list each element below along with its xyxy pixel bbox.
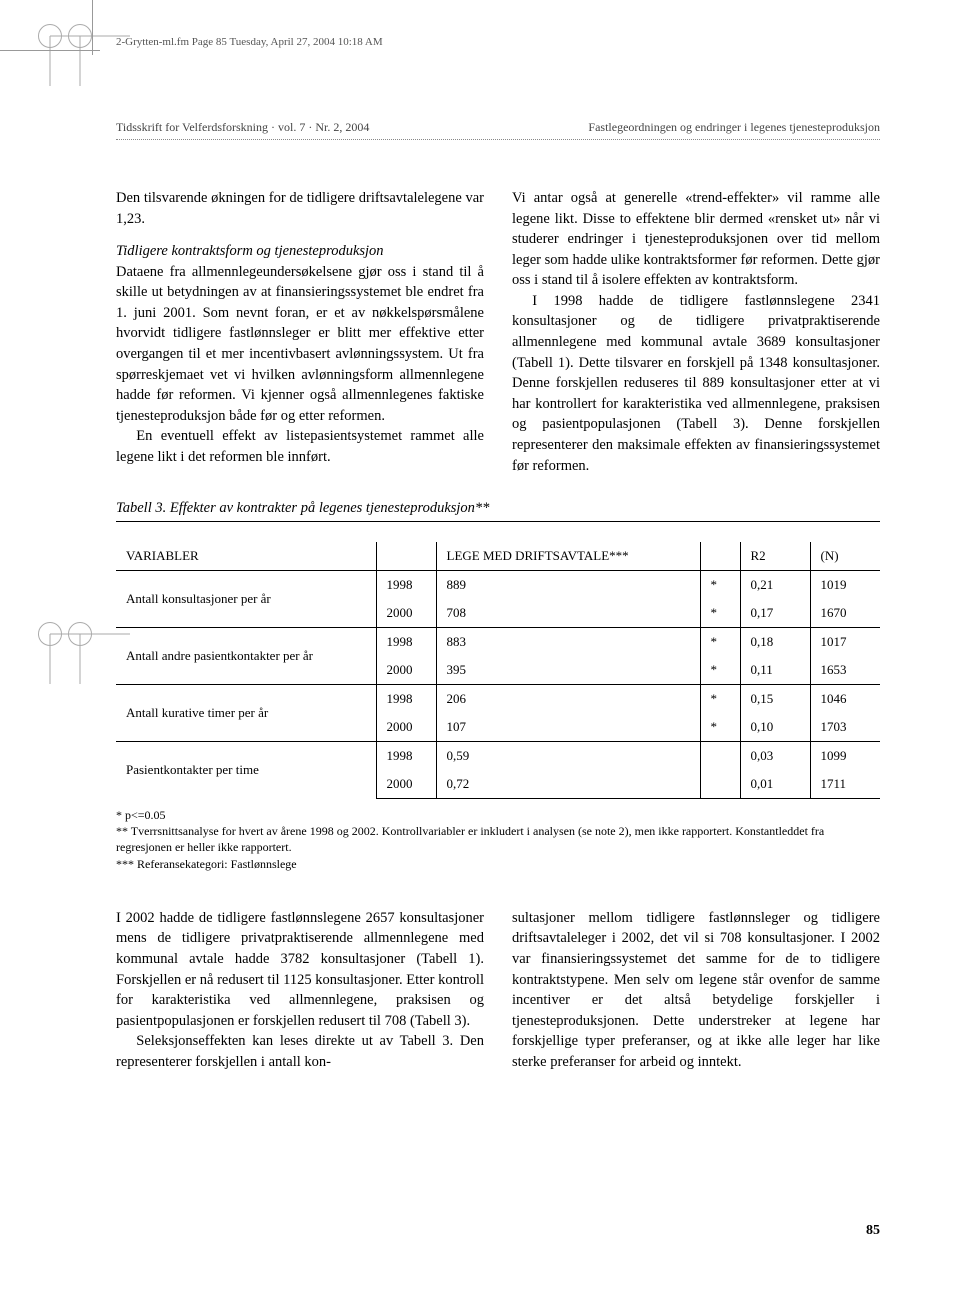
paragraph: En eventuell effekt av listepasientsyste… [116,426,484,467]
table-note: *** Referansekategori: Fastlønnslege [116,856,880,872]
text-block-1: Den tilsvarende økningen for de tidliger… [116,188,880,476]
text-block-2: I 2002 hadde de tidligere fastlønnslegen… [116,908,880,1073]
table-cell: 0,11 [740,656,810,685]
table-cell: 1998 [376,742,436,771]
table-cell: * [700,685,740,714]
page-number: 85 [866,1223,880,1239]
table-header: (N) [810,542,880,571]
table-cell: 2000 [376,770,436,799]
table-cell: 1711 [810,770,880,799]
table-cell: 1998 [376,628,436,657]
table-cell: 0,59 [436,742,700,771]
table-note: ** Tverrsnittsanalyse for hvert av årene… [116,823,880,855]
paragraph: sultasjoner mellom tidligere fastlønnsle… [512,908,880,1073]
table-header [376,542,436,571]
table-cell: 1046 [810,685,880,714]
table-cell [700,770,740,799]
table-cell: * [700,599,740,628]
running-header: Tidsskrift for Velferdsforskning · vol. … [116,120,880,140]
paragraph: I 1998 hadde de tidligere fastlønnslegen… [512,291,880,476]
table-row: Antall konsultasjoner per år1998889*0,21… [116,571,880,600]
table-cell: 0,18 [740,628,810,657]
table-cell: 1653 [810,656,880,685]
column-right-2: sultasjoner mellom tidligere fastlønnsle… [512,908,880,1073]
fm-header: 2-Grytten-ml.fm Page 85 Tuesday, April 2… [116,36,383,48]
table-cell: 1998 [376,571,436,600]
table-cell: 889 [436,571,700,600]
table-cell: Antall konsultasjoner per år [116,571,376,628]
table-cell: 206 [436,685,700,714]
paragraph: Den tilsvarende økningen for de tidliger… [116,188,484,229]
table-cell: 883 [436,628,700,657]
table-notes: * p<=0.05 ** Tverrsnittsanalyse for hver… [116,807,880,872]
table-header: R2 [740,542,810,571]
table-cell: 1670 [810,599,880,628]
table-header: LEGE MED DRIFTSAVTALE*** [436,542,700,571]
table-cell: Antall kurative timer per år [116,685,376,742]
paragraph: I 2002 hadde de tidligere fastlønnslegen… [116,908,484,1031]
table-cell: Antall andre pasientkontakter per år [116,628,376,685]
table-row: Antall kurative timer per år1998206*0,15… [116,685,880,714]
table-cell: 0,72 [436,770,700,799]
table-cell: 0,03 [740,742,810,771]
table-note: * p<=0.05 [116,807,880,823]
table-cell: 2000 [376,656,436,685]
table-cell: 1017 [810,628,880,657]
table-cell: 395 [436,656,700,685]
table-caption: Tabell 3. Effekter av kontrakter på lege… [116,500,880,522]
table-row: Pasientkontakter per time19980,590,03109… [116,742,880,771]
subheading: Tidligere kontraktsform og tjenesteprodu… [116,241,484,262]
column-left-2: I 2002 hadde de tidligere fastlønnslegen… [116,908,484,1073]
paragraph: Vi antar også at generelle «trend-effekt… [512,188,880,291]
table-cell: 0,01 [740,770,810,799]
table-cell: 2000 [376,713,436,742]
table-cell: * [700,571,740,600]
table-cell: 0,21 [740,571,810,600]
paragraph: Dataene fra allmennlegeundersøkelsene gj… [116,262,484,427]
table-cell: 1998 [376,685,436,714]
table-cell: * [700,656,740,685]
table-cell: * [700,628,740,657]
table-cell: 0,10 [740,713,810,742]
page-content: Tidsskrift for Velferdsforskning · vol. … [116,120,880,1072]
table-cell: Pasientkontakter per time [116,742,376,799]
table-row: Antall andre pasientkontakter per år1998… [116,628,880,657]
table-cell [700,742,740,771]
table-cell: 2000 [376,599,436,628]
table-cell: 1099 [810,742,880,771]
table-cell: * [700,713,740,742]
table-cell: 107 [436,713,700,742]
data-table: VARIABLER LEGE MED DRIFTSAVTALE*** R2 (N… [116,542,880,799]
table-cell: 0,15 [740,685,810,714]
table-cell: 0,17 [740,599,810,628]
column-left-1: Den tilsvarende økningen for de tidliger… [116,188,484,476]
paragraph: Seleksjonseffekten kan leses direkte ut … [116,1031,484,1072]
table-cell: 708 [436,599,700,628]
table-cell: 1019 [810,571,880,600]
journal-ref: Tidsskrift for Velferdsforskning · vol. … [116,120,369,135]
table-header: VARIABLER [116,542,376,571]
table-header [700,542,740,571]
table-cell: 1703 [810,713,880,742]
column-right-1: Vi antar også at generelle «trend-effekt… [512,188,880,476]
article-title-running: Fastlegeordningen og endringer i legenes… [588,120,880,135]
